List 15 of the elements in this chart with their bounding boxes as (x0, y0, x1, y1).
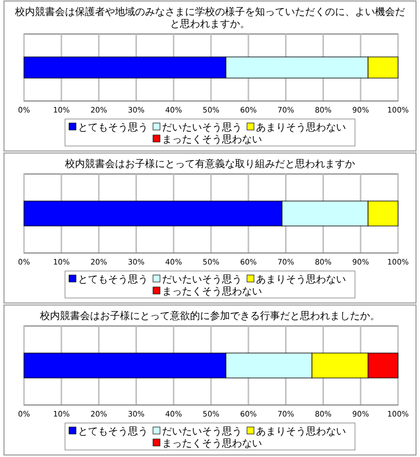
legend-label: まったくそう思わない (162, 286, 262, 298)
chart-title: 校内競書会は保護者や地域のみなさまに学校の様子を知っていただくのに、よい機会だと思われますか。 (14, 6, 405, 30)
legend-label: あまりそう思わない (256, 274, 346, 286)
legend-label: だいたいそう思う (162, 426, 242, 438)
legend-label: だいたいそう思う (162, 274, 242, 286)
legend-label: とてもそう思う (78, 274, 148, 286)
legend-label: あまりそう思わない (256, 122, 346, 134)
legend-label: とてもそう思う (78, 122, 148, 134)
legend-label: まったくそう思わない (162, 134, 262, 146)
legend-label: あまりそう思わない (256, 426, 346, 438)
chart-title: 校内競書会はお子様にとって有意義な取り組みだと思われますか (64, 158, 355, 170)
legend-label: まったくそう思わない (162, 438, 262, 450)
chart-title: 校内競書会はお子様にとって意欲的に参加できる行事だと思われましたか。 (39, 310, 380, 322)
legend-label: とてもそう思う (78, 426, 148, 438)
legend-label: だいたいそう思う (162, 122, 242, 134)
